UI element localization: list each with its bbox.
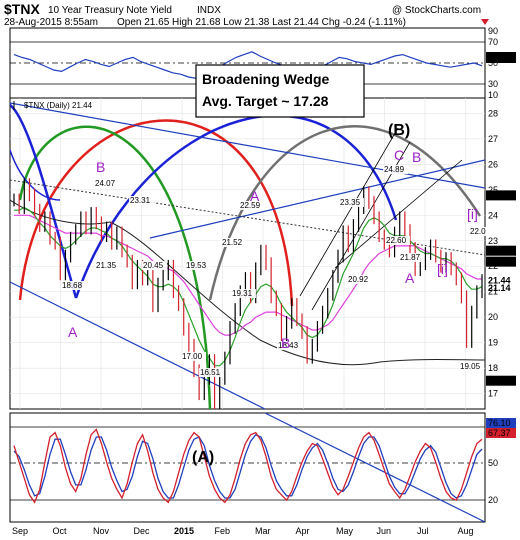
blue-cycle-arc-left [10, 104, 78, 299]
price-tick: 28 [488, 108, 498, 118]
x-tick-label: Mar [255, 526, 271, 536]
price-value-label: 19.05 [460, 362, 481, 371]
wave-label: (B) [388, 122, 410, 139]
stoch-tick: 20 [488, 495, 498, 505]
price-tick: 26 [488, 159, 498, 169]
price-value-label: 17.00 [182, 352, 203, 361]
price-tick: 27 [488, 134, 498, 144]
rsi-last-value: 46.91 [488, 53, 511, 63]
annotation-target: Avg. Target ~ 17.28 [202, 93, 329, 109]
wave-label: A [68, 324, 78, 340]
blue-cycle-arc-small [10, 149, 61, 201]
price-value-label: 24.07 [95, 179, 116, 188]
x-tick-label: 2015 [174, 526, 194, 536]
price-tick: 23 [488, 236, 498, 246]
price-value-label: 19.53 [186, 261, 207, 270]
stoch-trendline [264, 413, 485, 522]
wave-label: B [281, 335, 290, 351]
price-value-label: 19.31 [232, 289, 253, 298]
symbol: $TNX [4, 1, 40, 17]
price-value-label: 16.51 [200, 368, 221, 377]
watermark: @ StockCharts.com [392, 5, 481, 16]
rsi-tick: 30 [488, 79, 498, 89]
price-value-label: 22.0 [470, 227, 486, 236]
price-value-label: 22.59 [240, 201, 261, 210]
channel-line-1 [299, 127, 399, 297]
price-tick: 25 [488, 185, 498, 195]
wedge-upper [149, 159, 485, 239]
price-right-label: 21.14 [488, 283, 511, 293]
rsi-tick: 90 [488, 26, 498, 36]
stoch-slow-line [13, 434, 483, 499]
wave-label: A [250, 188, 260, 204]
price-value-label: 20.45 [143, 261, 164, 270]
price-right-label: 22.18 [488, 257, 511, 267]
price-right-label: 21.44 [488, 276, 511, 286]
stoch-fast-value: 67.37 [488, 428, 511, 438]
x-tick-label: Sep [12, 526, 28, 536]
price-tick: 18 [488, 363, 498, 373]
quote-summary: Open 21.65 High 21.68 Low 21.38 Last 21.… [117, 17, 406, 28]
channel-line-3 [334, 159, 463, 269]
price-value-label: 18.68 [62, 281, 83, 290]
wave-label-A-paren: (A) [192, 449, 214, 466]
x-tick-label: Oct [53, 526, 68, 536]
wave-label: B [412, 149, 421, 165]
ma-short-line [14, 206, 483, 367]
price-tick: 24 [488, 210, 498, 220]
price-value-label: 18.43 [278, 341, 299, 350]
wave-label: B [96, 159, 105, 175]
price-tick: 19 [488, 338, 498, 348]
stoch-fast-line [13, 428, 483, 504]
price-value-label: 23.31 [130, 196, 151, 205]
price-panel: $TNX (Daily) 21.44 282726252423222120191… [9, 64, 516, 443]
down-arrow-icon [481, 19, 489, 25]
annotation-box [195, 64, 365, 118]
price-right-label: 17.51 [488, 376, 511, 386]
x-tick-label: May [336, 526, 354, 536]
price-tick: 17 [488, 389, 498, 399]
rsi-tick: 10 [488, 90, 498, 100]
security-name: 10 Year Treasury Note Yield [48, 5, 172, 16]
wave-label: [i] [467, 206, 478, 222]
x-tick-label: Dec [134, 526, 151, 536]
price-tick: 21 [488, 287, 498, 297]
price-value-label: 21.52 [222, 238, 243, 247]
price-value-label: 21.87 [400, 253, 421, 262]
ma-long-line [14, 214, 482, 336]
rsi-line [13, 51, 483, 80]
exchange: INDX [197, 5, 221, 16]
red-cycle-arc [18, 119, 294, 307]
price-value-label: 20.92 [348, 275, 369, 284]
price-right-label: 22.61 [488, 246, 511, 256]
price-value-label: 21.35 [96, 261, 117, 270]
wave-label: C [394, 147, 404, 163]
wave-label: A [405, 270, 415, 286]
x-tick-label: Jun [377, 526, 392, 536]
annotation-title: Broadening Wedge [202, 71, 330, 87]
wave-label: [i] [437, 261, 448, 277]
stochastic-panel: 80 50 20 76.10 67.37 (A) [9, 412, 516, 523]
lower-trendline [10, 281, 266, 409]
price-value-label: 23.35 [340, 198, 361, 207]
stoch-slow-value: 76.10 [488, 418, 511, 428]
lower-band [10, 199, 485, 366]
price-right-label: 24.78 [488, 190, 511, 200]
gray-cycle-arc [208, 125, 482, 301]
price-value-label: 22.60 [386, 236, 407, 245]
rsi-tick: 70 [488, 37, 498, 47]
price-tick: 20 [488, 312, 498, 322]
price-legend: $TNX (Daily) 21.44 [24, 101, 93, 110]
blue-cycle-arc [74, 114, 398, 299]
x-tick-label: Apr [296, 526, 310, 536]
x-tick-label: Aug [458, 526, 474, 536]
price-value-label: 24.89 [384, 165, 405, 174]
x-tick-label: Jul [417, 526, 429, 536]
stoch-tick: 50 [488, 458, 498, 468]
quote-date: 28-Aug-2015 8:55am [4, 17, 98, 28]
x-tick-label: Nov [93, 526, 110, 536]
x-tick-label: Feb [215, 526, 231, 536]
